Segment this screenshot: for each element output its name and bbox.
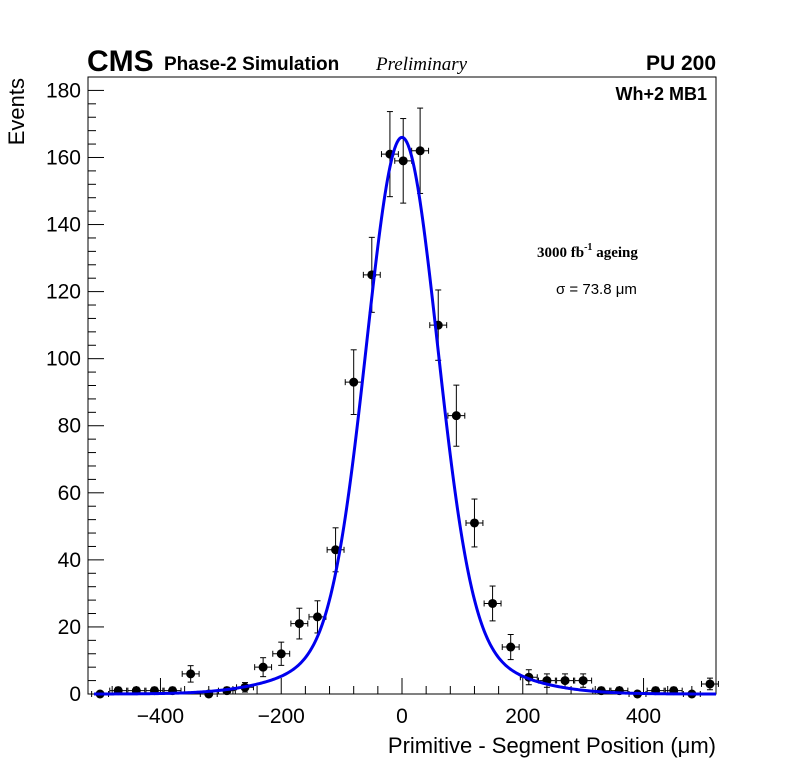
data-point (447, 384, 466, 447)
data-marker (398, 156, 408, 166)
data-marker (705, 679, 715, 689)
y-tick-label: 0 (69, 683, 81, 706)
data-marker (578, 676, 588, 686)
data-point (411, 107, 430, 194)
data-marker (349, 377, 359, 387)
data-point (380, 111, 399, 198)
ageing-label: 3000 fb-1 ageing (537, 242, 638, 261)
data-marker (488, 598, 498, 608)
data-point (326, 527, 345, 573)
data-point (465, 498, 484, 548)
y-tick-label: 180 (46, 79, 81, 102)
data-marker (506, 642, 516, 652)
experiment-label: CMS (87, 45, 154, 78)
data-marker (294, 619, 304, 629)
data-point (181, 665, 200, 683)
y-tick-label: 140 (46, 214, 81, 237)
chamber-label: Wh+2 MB1 (615, 84, 707, 104)
plot-frame (87, 76, 717, 695)
data-point (290, 607, 309, 640)
data-point (574, 673, 593, 688)
data-marker (560, 676, 570, 686)
x-tick-label: 0 (396, 705, 408, 728)
status-label: Preliminary (375, 54, 468, 75)
x-tick-label: 200 (505, 705, 540, 728)
data-marker (186, 669, 196, 679)
x-tick-label: −400 (137, 705, 184, 728)
y-tick-label: 120 (46, 281, 81, 304)
axes: −400 −200 0 200 400 0 20 40 60 80 100 120 140 160 180 (46, 76, 717, 728)
data-marker (469, 518, 479, 528)
x-axis-title: Primitive - Segment Position (μm) (388, 733, 716, 758)
data-marker (312, 612, 322, 622)
data-marker (276, 649, 286, 659)
data-marker (451, 411, 461, 421)
ageing-exponent: -1 (584, 242, 592, 253)
ageing-suffix: ageing (592, 245, 638, 261)
ageing-value: 3000 fb (537, 245, 584, 261)
data-point (254, 657, 273, 678)
data-marker (331, 545, 341, 555)
y-tick-label: 100 (46, 348, 81, 371)
y-tick-label: 40 (58, 549, 81, 572)
data-point (501, 634, 520, 661)
data-points (91, 107, 719, 699)
data-point (394, 118, 413, 204)
pileup-label: PU 200 (646, 52, 716, 75)
fit-curve-group (94, 135, 716, 696)
fit-curve (94, 135, 716, 696)
y-tick-label: 60 (58, 482, 81, 505)
data-marker (415, 146, 425, 156)
subtitle-label: Phase-2 Simulation (164, 54, 339, 75)
data-point (537, 673, 556, 688)
x-tick-label: −200 (258, 705, 305, 728)
data-point (701, 677, 719, 691)
data-point (483, 585, 502, 622)
y-tick-label: 80 (58, 415, 81, 438)
data-marker (258, 662, 268, 672)
y-tick-label: 20 (58, 616, 81, 639)
data-point (272, 641, 291, 666)
y-axis-title: Events (4, 78, 29, 145)
x-tick-label: 400 (626, 705, 661, 728)
y-tick-label: 160 (46, 146, 81, 169)
sigma-label: σ = 73.8 μm (556, 281, 637, 298)
